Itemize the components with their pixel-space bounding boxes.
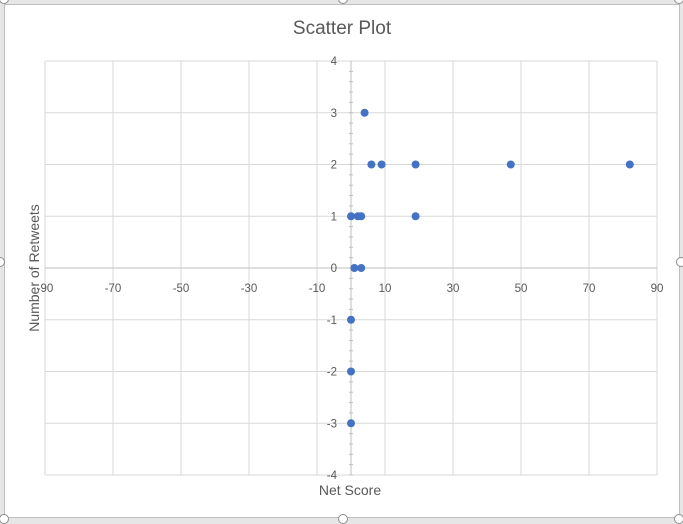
y-tick-label: 1 xyxy=(331,211,337,223)
y-tick-label: -1 xyxy=(327,315,337,327)
x-axis-title: Net Score xyxy=(319,482,381,498)
resize-handle-top-right[interactable] xyxy=(674,0,683,4)
data-point xyxy=(625,160,634,169)
x-tick-label: 30 xyxy=(447,283,460,295)
data-point xyxy=(357,212,366,221)
y-tick-label: -3 xyxy=(327,418,337,430)
data-point xyxy=(377,160,386,169)
y-tick-label: 3 xyxy=(331,108,337,120)
x-tick-label: 50 xyxy=(515,283,528,295)
data-point xyxy=(506,160,515,169)
x-tick-label: 10 xyxy=(379,283,392,295)
data-point xyxy=(411,160,420,169)
x-tick-label: -70 xyxy=(105,283,122,295)
chart-title: Scatter Plot xyxy=(293,18,392,39)
data-points xyxy=(347,108,634,428)
y-tick-label: 4 xyxy=(331,56,338,68)
y-tick-labels: -4 -3 -2 -1 0 1 2 3 4 xyxy=(327,56,338,482)
x-tick-label: -10 xyxy=(309,283,326,295)
x-tick-label: -30 xyxy=(241,283,258,295)
y-tick-label: -2 xyxy=(327,367,337,379)
data-point xyxy=(357,264,366,272)
x-tick-label: -90 xyxy=(37,283,54,295)
chart-area[interactable] xyxy=(4,4,680,518)
y-tick-label: 2 xyxy=(331,160,337,172)
x-tick-label: -50 xyxy=(173,283,190,295)
resize-handle-right[interactable] xyxy=(676,257,683,267)
x-tick-label: 70 xyxy=(583,283,596,295)
y-axis-title: Number of Retweets xyxy=(26,204,42,332)
y-tick-label: 0 xyxy=(331,263,337,275)
y-tick-label: -4 xyxy=(327,470,338,482)
data-point xyxy=(347,212,355,221)
data-point xyxy=(347,315,355,324)
data-point xyxy=(360,108,369,117)
x-tick-label: 90 xyxy=(651,283,664,295)
data-point xyxy=(411,212,420,221)
data-point xyxy=(367,160,376,169)
data-point xyxy=(350,264,359,272)
data-point xyxy=(347,419,355,428)
data-point xyxy=(347,367,355,376)
x-tick-labels: -90 -70 -50 -30 -10 10 30 50 70 90 xyxy=(37,283,664,295)
